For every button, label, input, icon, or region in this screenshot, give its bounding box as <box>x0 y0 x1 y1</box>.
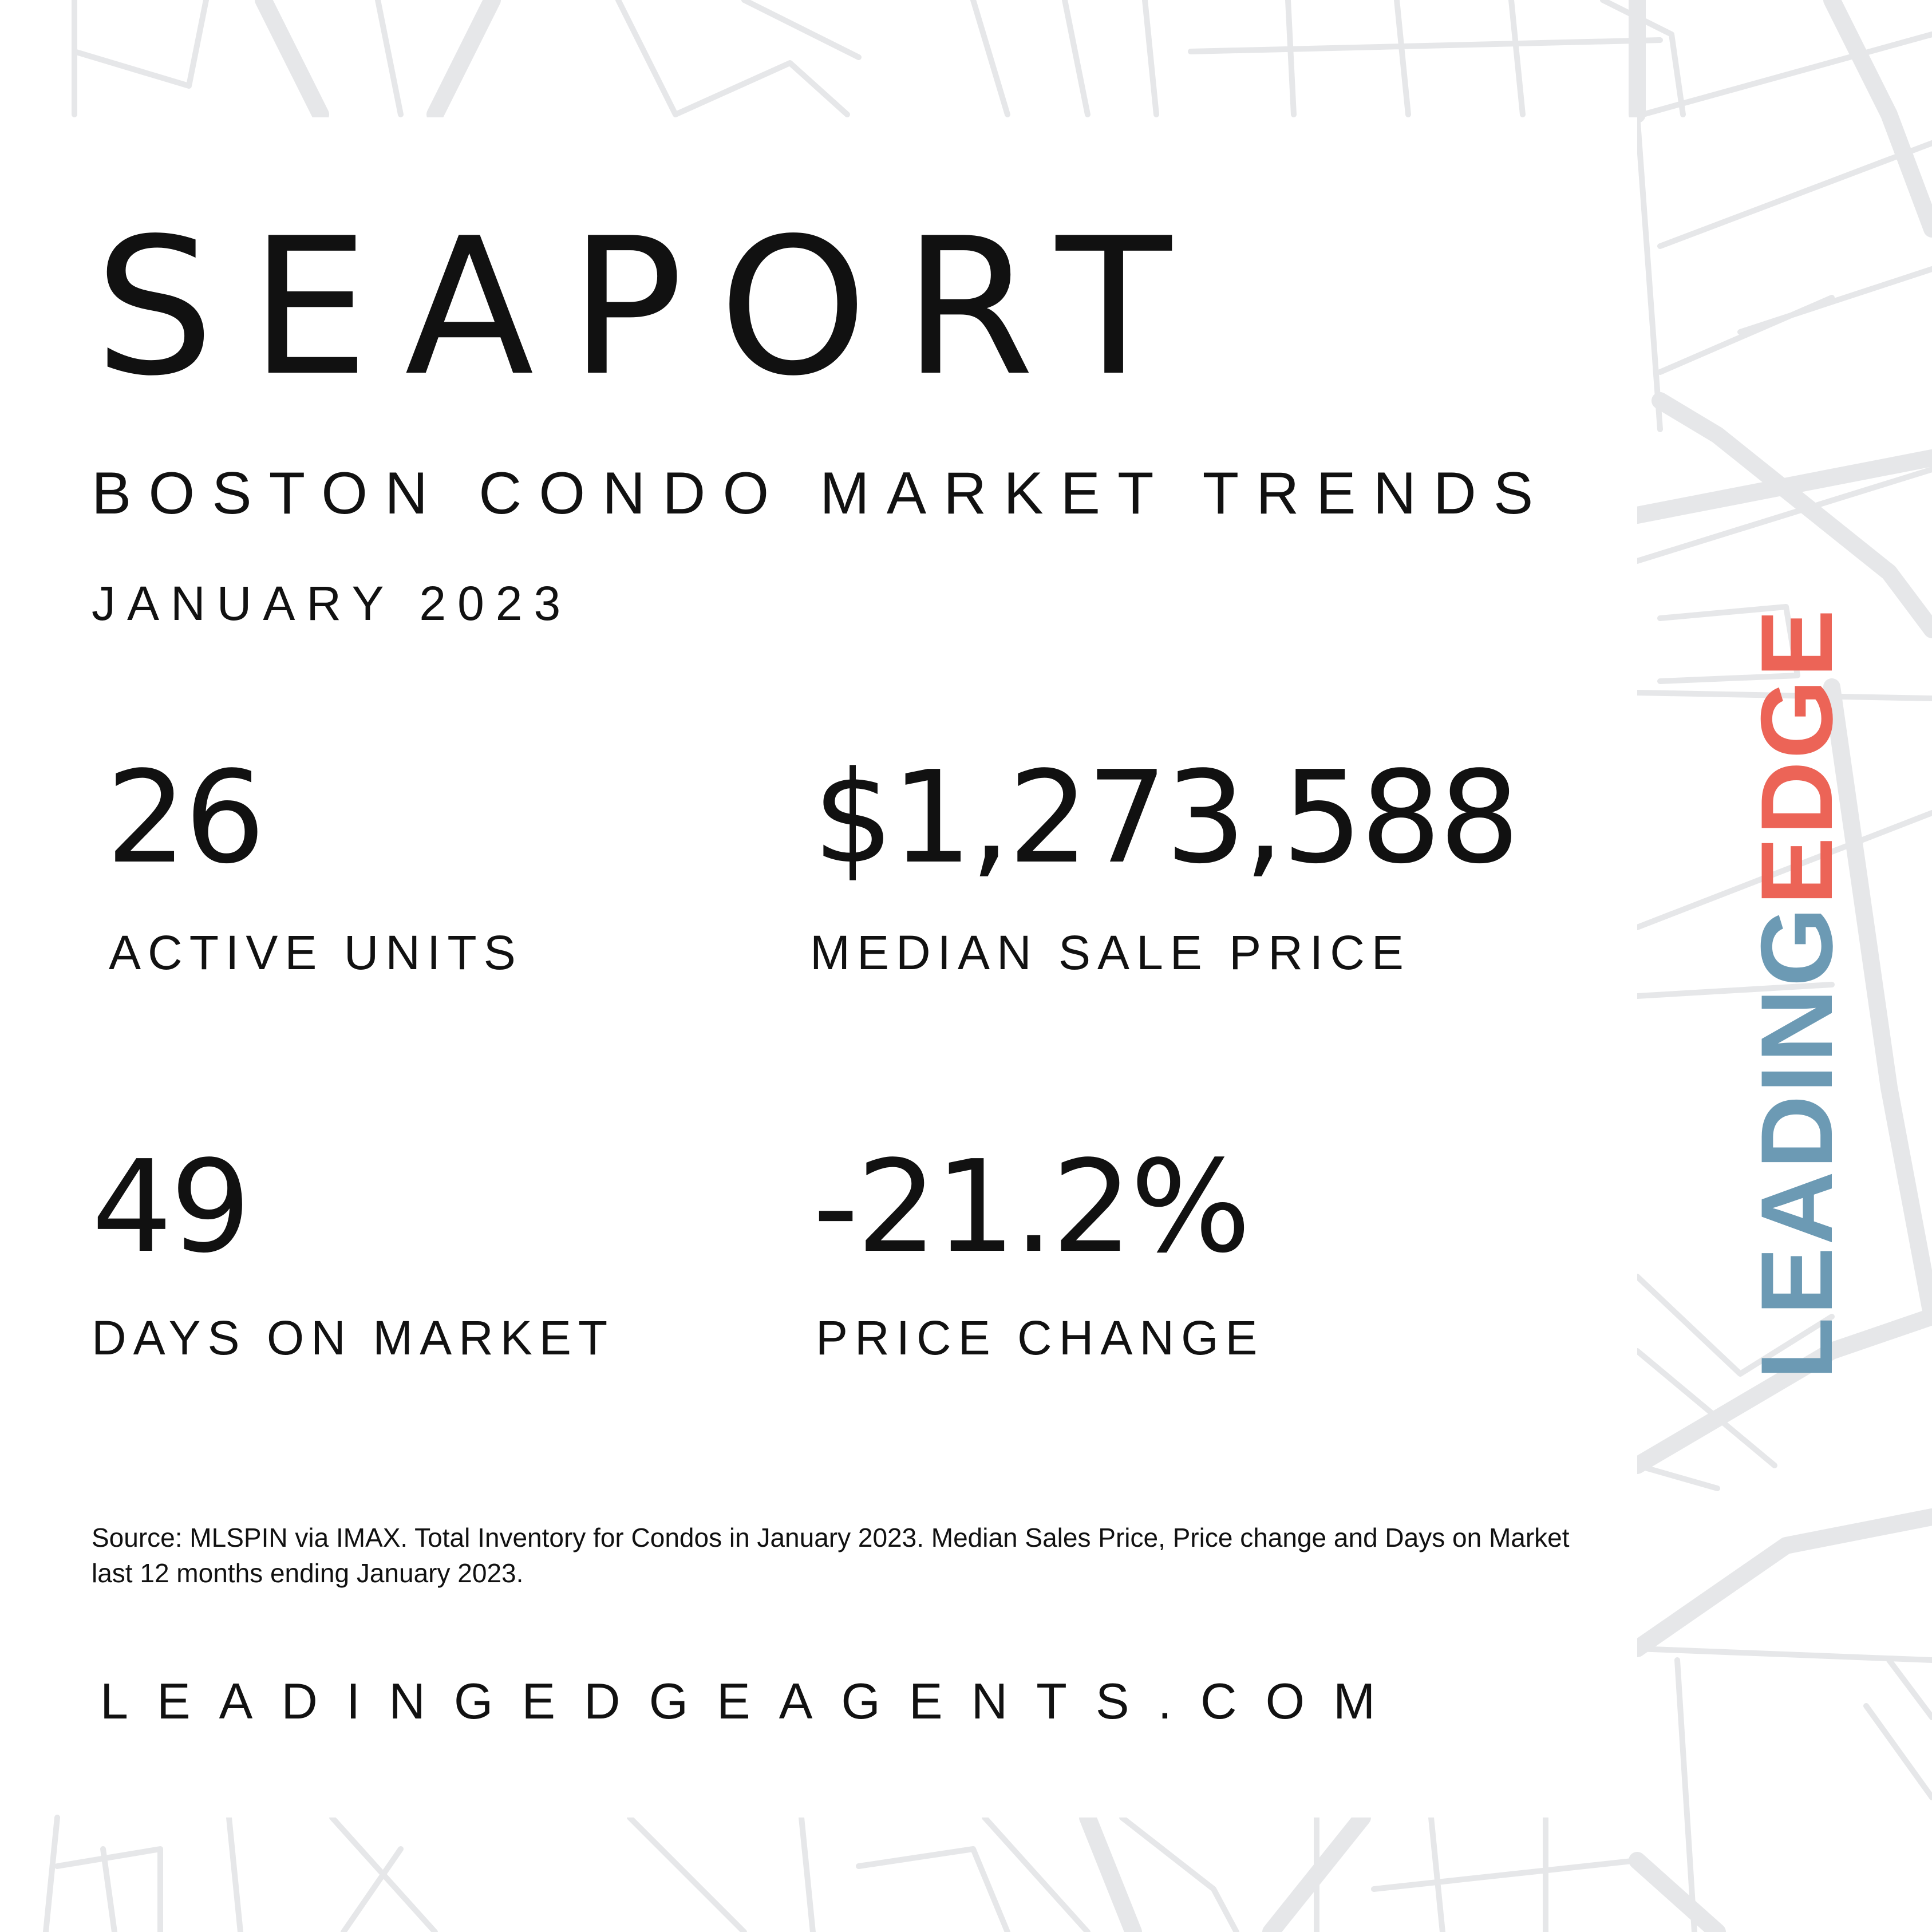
brand-logo-part2: EDGE <box>1740 607 1854 905</box>
content-panel <box>69 117 1637 1818</box>
brand-logo: LEADINGEDGE <box>1740 607 1854 1380</box>
page-title: SEAPORT <box>94 197 1207 417</box>
median-sale-price-value: $1,273,588 <box>813 744 1520 892</box>
price-change-value: -21.2% <box>813 1133 1251 1281</box>
brand-logo-part1: LEADING <box>1740 905 1854 1380</box>
source-note: Source: MLSPIN via IMAX. Total Inventory… <box>92 1523 1570 1588</box>
days-on-market-label: DAYS ON MARKET <box>92 1311 615 1365</box>
days-on-market-value: 49 <box>92 1133 251 1281</box>
median-sale-price-label: MEDIAN SALE PRICE <box>810 926 1411 979</box>
website-link[interactable]: LEADINGEDGEAGENTS.COM <box>100 1673 1404 1729</box>
page-subtitle: BOSTON CONDO MARKET TRENDS <box>92 460 1551 527</box>
price-change-label: PRICE CHANGE <box>816 1311 1265 1365</box>
report-month: JANUARY 2023 <box>92 576 572 630</box>
active-units-value: 26 <box>106 744 265 892</box>
active-units-label: ACTIVE UNITS <box>109 926 523 979</box>
